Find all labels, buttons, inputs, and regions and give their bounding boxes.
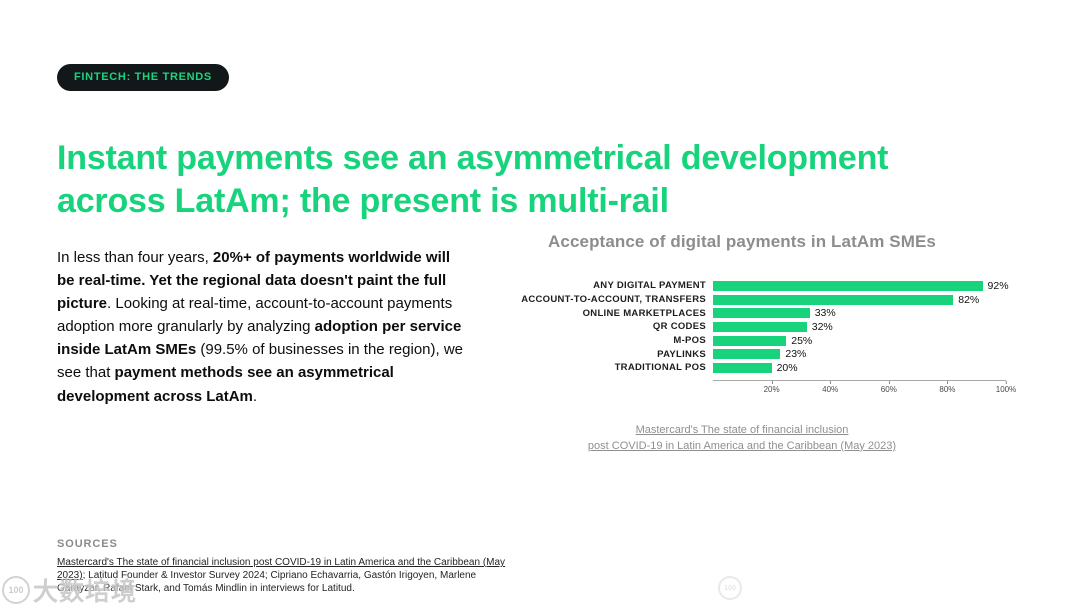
intro-segment-bold: 20%+ of payments worldwide will be real-… bbox=[57, 249, 451, 313]
chart-title: Acceptance of digital payments in LatAm … bbox=[548, 232, 936, 251]
bar-value-label: 20% bbox=[776, 361, 798, 374]
intro-paragraph: In less than four years, 20%+ of payment… bbox=[57, 246, 467, 408]
bar bbox=[713, 308, 810, 319]
intro-segment: (99.5% of businesses in the region), we … bbox=[57, 341, 464, 382]
chart-bar-row: TRADITIONAL POS 20% bbox=[478, 361, 1006, 375]
digital-payments-chart: Acceptance of digital payments in LatAm … bbox=[478, 232, 1016, 455]
bar-value-label: 82% bbox=[958, 293, 980, 306]
chart-bar-row: QR CODES 32% bbox=[478, 320, 1006, 334]
bar-value-label: 25% bbox=[791, 334, 813, 347]
intro-segment: . bbox=[252, 387, 258, 405]
x-axis-tick: 40% bbox=[822, 380, 839, 394]
bar-value-label: 32% bbox=[811, 320, 833, 333]
bar-track: 23% bbox=[713, 348, 1006, 361]
watermark-small-logo-icon: 100 bbox=[718, 576, 742, 600]
fintech-trends-badge: FINTECH: THE TRENDS bbox=[57, 64, 229, 91]
chart-bar-row: ACCOUNT-TO-ACCOUNT, TRANSFERS 82% bbox=[478, 293, 1006, 307]
chart-source-line1: Mastercard's The state of financial incl… bbox=[635, 423, 849, 436]
bar bbox=[713, 294, 954, 305]
sources-mastercard-link[interactable]: Mastercard's The state of financial incl… bbox=[57, 557, 506, 582]
bar bbox=[713, 349, 781, 360]
bar-category-label: TRADITIONAL POS bbox=[614, 362, 706, 374]
intro-segment-bold: adoption per service inside LatAm SMEs bbox=[57, 318, 462, 359]
bar bbox=[713, 362, 772, 373]
bar-category-label: PAYLINKS bbox=[657, 348, 706, 360]
bar-value-label: 33% bbox=[814, 307, 836, 320]
sources-heading: SOURCES bbox=[57, 538, 118, 550]
bar-category-label: QR CODES bbox=[652, 321, 706, 333]
bar bbox=[713, 335, 787, 346]
intro-segment: In less than four years, bbox=[57, 249, 213, 266]
bar-value-label: 23% bbox=[785, 348, 807, 361]
chart-bar-row: ANY DIGITAL PAYMENT 92% bbox=[478, 279, 1009, 293]
sources-rest: ; Latitud Founder & Investor Survey 2024… bbox=[57, 570, 477, 595]
bar bbox=[713, 321, 807, 332]
bar-category-label: ACCOUNT-TO-ACCOUNT, TRANSFERS bbox=[521, 294, 706, 306]
bar-track: 20% bbox=[713, 361, 1006, 374]
bar-value-label: 92% bbox=[987, 279, 1009, 292]
bar-track: 32% bbox=[713, 320, 1006, 333]
x-axis: 20% 40% 60% 80% 100% bbox=[713, 379, 1016, 397]
sources-text: Mastercard's The state of financial incl… bbox=[57, 556, 509, 596]
bar-category-label: M-POS bbox=[673, 335, 706, 347]
bar-category-label: ONLINE MARKETPLACES bbox=[582, 307, 706, 319]
bar-category-label: ANY DIGITAL PAYMENT bbox=[593, 280, 706, 292]
intro-segment: . Looking at real-time, account-to-accou… bbox=[57, 295, 453, 336]
page-title: Instant payments see an asymmetrical dev… bbox=[57, 138, 889, 221]
x-axis-tick: 20% bbox=[763, 380, 780, 394]
chart-bar-row: PAYLINKS 23% bbox=[478, 347, 1006, 361]
chart-source-link[interactable]: Mastercard's The state of financial incl… bbox=[478, 423, 1006, 455]
watermark-logo-icon: 100 bbox=[2, 576, 30, 604]
chart-bar-row: ONLINE MARKETPLACES 33% bbox=[478, 306, 1006, 320]
x-axis-tick: 60% bbox=[880, 380, 897, 394]
sources-section: SOURCES Mastercard's The state of financ… bbox=[57, 538, 527, 596]
chart-source-line2: post COVID-19 in Latin America and the C… bbox=[587, 439, 897, 452]
bar-track: 92% bbox=[713, 279, 1009, 292]
bar-track: 33% bbox=[713, 307, 1006, 320]
bar-track: 25% bbox=[713, 334, 1006, 347]
intro-segment-bold: payment methods see an asymmetrical deve… bbox=[57, 364, 394, 405]
chart-bar-row: M-POS 25% bbox=[478, 334, 1006, 348]
bar bbox=[713, 280, 983, 291]
watermark-small: 100 bbox=[718, 576, 742, 600]
bar-track: 82% bbox=[713, 293, 1006, 306]
x-axis-tick: 80% bbox=[939, 380, 956, 394]
x-axis-tick: 100% bbox=[995, 380, 1017, 394]
